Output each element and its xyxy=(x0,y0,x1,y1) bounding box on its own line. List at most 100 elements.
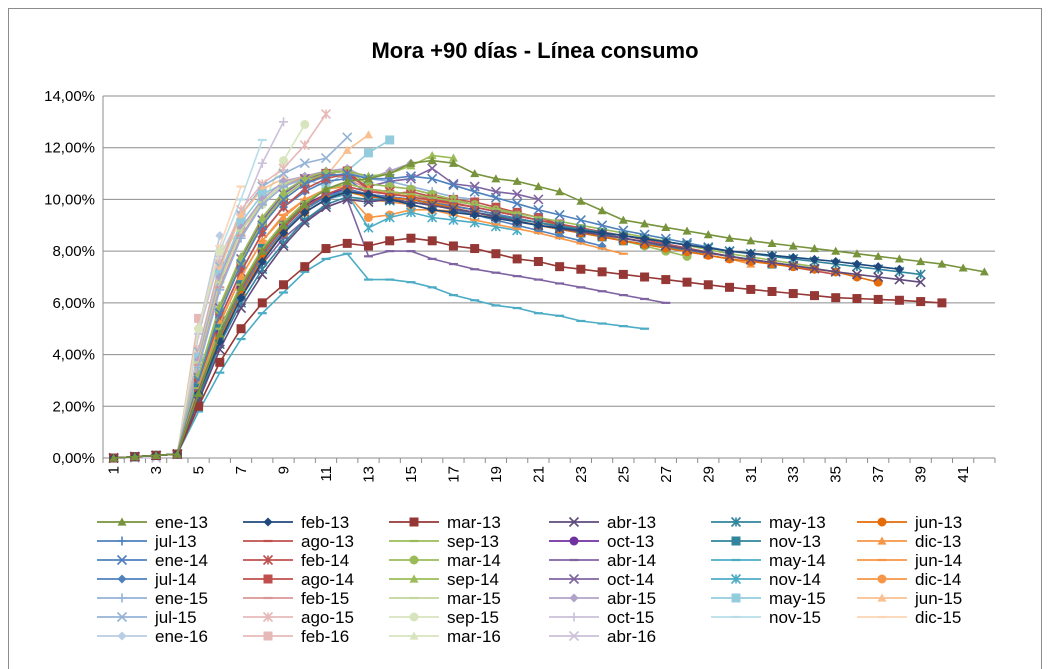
data-point xyxy=(597,228,607,238)
data-point xyxy=(257,218,267,228)
legend-label: jul-13 xyxy=(154,532,197,551)
legend-label: ene-16 xyxy=(155,627,208,646)
data-point xyxy=(448,207,458,217)
data-point xyxy=(257,200,267,210)
legend-item-abr-16: abr-16 xyxy=(549,627,656,646)
data-point xyxy=(279,117,289,127)
data-point xyxy=(278,168,289,179)
data-point xyxy=(448,158,458,167)
data-point xyxy=(830,266,841,277)
data-point xyxy=(597,206,607,215)
data-point xyxy=(831,246,841,255)
data-point xyxy=(767,286,777,296)
legend-marker xyxy=(117,536,127,546)
data-point xyxy=(194,313,204,323)
series-line-dic-14 xyxy=(113,193,497,459)
data-point xyxy=(278,194,289,205)
legend-item-may-14: may-14 xyxy=(711,551,826,570)
data-point xyxy=(491,249,501,259)
x-tick-label: 19 xyxy=(488,466,505,483)
data-point xyxy=(342,132,353,143)
data-point xyxy=(194,388,204,397)
data-point xyxy=(363,196,374,208)
legend-marker xyxy=(117,593,127,603)
data-point xyxy=(236,210,246,219)
x-tick-label: 1 xyxy=(106,466,123,474)
data-point xyxy=(257,298,267,308)
data-point xyxy=(279,280,289,290)
data-point xyxy=(554,209,565,221)
data-point xyxy=(746,284,756,294)
data-point xyxy=(299,140,310,151)
legend-label: oct-14 xyxy=(607,570,654,589)
legend-item-mar-13: mar-13 xyxy=(389,513,501,532)
y-tick-label: 14,00% xyxy=(44,88,95,105)
legend-label: dic-14 xyxy=(915,570,961,589)
legend-marker xyxy=(568,630,580,642)
legend-item-may-15: may-15 xyxy=(711,589,826,608)
data-point xyxy=(831,293,841,303)
data-point xyxy=(363,174,373,183)
legend-marker xyxy=(569,612,579,622)
legend-marker xyxy=(569,593,579,603)
legend-item-mar-16: mar-16 xyxy=(389,627,501,646)
data-point xyxy=(661,275,671,285)
legend-marker xyxy=(731,536,741,546)
data-point xyxy=(576,196,586,205)
legend-label: ago-13 xyxy=(301,532,354,551)
data-point xyxy=(937,259,947,268)
data-point xyxy=(257,246,267,255)
data-point xyxy=(809,263,820,274)
data-point xyxy=(533,204,544,215)
series-ene-13 xyxy=(109,156,989,462)
x-tick-label: 35 xyxy=(828,466,845,483)
data-point xyxy=(342,194,353,205)
legend-item-dic-13: dic-13 xyxy=(857,532,961,551)
legend-label: ene-14 xyxy=(155,551,208,570)
legend-item-jul-14: jul-14 xyxy=(97,570,197,589)
data-point xyxy=(512,198,523,209)
data-point xyxy=(300,207,310,217)
legend-item-jun-14: jun-14 xyxy=(857,551,962,570)
legend-label: nov-13 xyxy=(769,532,821,551)
data-point xyxy=(491,174,501,183)
data-point xyxy=(767,238,777,247)
data-point xyxy=(661,222,671,231)
data-point xyxy=(533,256,543,266)
data-point xyxy=(299,178,310,189)
legend-label: mar-15 xyxy=(447,589,501,608)
data-point xyxy=(215,329,225,338)
data-point xyxy=(533,182,543,191)
legend-item-nov-15: nov-15 xyxy=(711,608,821,627)
data-point xyxy=(342,168,353,179)
legend-item-feb-16: feb-16 xyxy=(243,627,349,646)
data-point xyxy=(363,213,373,223)
data-point xyxy=(257,189,267,199)
legend-marker xyxy=(730,573,742,585)
legend-label: abr-13 xyxy=(607,513,656,532)
series-mar-13 xyxy=(109,233,947,463)
data-point xyxy=(236,293,246,303)
data-point xyxy=(618,269,628,279)
data-point xyxy=(576,225,586,235)
legend-marker xyxy=(409,631,419,640)
legend-label: nov-15 xyxy=(769,608,821,627)
legend-item-jul-13: jul-13 xyxy=(97,532,197,551)
legend-item-ago-15: ago-15 xyxy=(243,608,354,627)
legend-marker xyxy=(409,574,419,583)
data-point xyxy=(724,251,735,262)
legend-marker xyxy=(730,516,742,528)
data-point xyxy=(873,262,883,272)
data-point xyxy=(470,244,480,254)
data-point xyxy=(575,215,586,226)
data-point xyxy=(279,228,289,238)
data-point xyxy=(363,222,374,233)
data-point xyxy=(427,236,437,246)
legend-label: jun-14 xyxy=(914,551,962,570)
legend-label: mar-13 xyxy=(447,513,501,532)
data-point xyxy=(852,249,862,258)
data-point xyxy=(321,184,331,193)
data-point xyxy=(215,285,225,295)
data-point xyxy=(215,246,225,256)
